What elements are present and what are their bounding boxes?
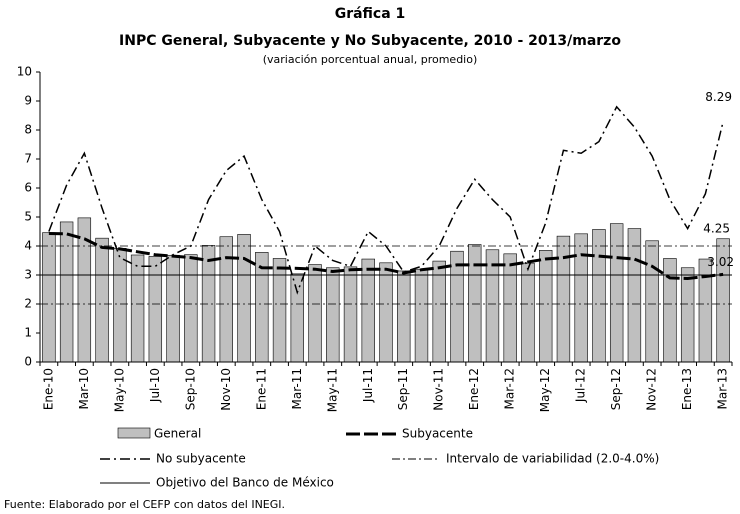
bar [609, 223, 624, 363]
legend-label: Objetivo del Banco de México [156, 476, 334, 490]
bar [148, 256, 163, 363]
y-tick-label: 2 [24, 297, 32, 311]
x-tick-label: Ene-12 [467, 368, 481, 410]
bar [237, 234, 251, 363]
x-tick-label: Jul-12 [574, 368, 588, 403]
x-tick-label: Mar-13 [716, 368, 730, 409]
legend-label: Intervalo de variabilidad (2.0-4.0%) [446, 452, 659, 466]
legend-swatch [117, 427, 151, 439]
x-tick-label: Nov-12 [645, 368, 659, 411]
x-tick-label: Jul-10 [148, 368, 162, 403]
x-tick-label: May-12 [538, 368, 552, 412]
line [48, 105, 724, 295]
line [48, 232, 724, 280]
x-tick-label: Nov-10 [219, 368, 233, 411]
x-tick-label: Nov-11 [432, 368, 446, 411]
bar [95, 237, 109, 363]
bar [556, 235, 571, 363]
legend-label: No subyacente [156, 452, 246, 466]
y-tick-label: 8 [24, 123, 32, 137]
bar [680, 267, 695, 363]
bar [184, 254, 198, 363]
y-tick-label: 3 [24, 268, 32, 282]
bar [663, 258, 677, 363]
bar [379, 262, 393, 363]
bar [166, 254, 180, 363]
x-tick-label: Ene-10 [41, 368, 55, 410]
y-tick-label: 10 [17, 65, 32, 79]
x-tick-label: Mar-10 [77, 368, 91, 409]
bar [627, 228, 642, 363]
legend-label: Subyacente [402, 427, 473, 441]
bar [272, 258, 287, 363]
bar [308, 264, 322, 363]
y-tick-label: 6 [24, 181, 32, 195]
chart-note: (variación porcentual anual, promedio) [263, 53, 478, 66]
bar [290, 273, 304, 363]
bar [130, 254, 145, 363]
bar [645, 240, 659, 363]
x-tick-label: Mar-12 [503, 368, 517, 409]
bar [59, 221, 74, 363]
x-tick-label: May-10 [112, 368, 126, 412]
bar [397, 270, 411, 363]
value-label: 3.02 [707, 255, 734, 269]
y-tick-label: 7 [24, 152, 32, 166]
bar [42, 232, 56, 363]
bar [343, 266, 358, 363]
bar [521, 262, 535, 363]
bar [592, 229, 606, 363]
x-tick-label: Sep-11 [396, 368, 410, 410]
bar [485, 249, 500, 363]
bar [503, 253, 517, 363]
bar [219, 236, 233, 363]
y-tick-label: 5 [24, 210, 32, 224]
x-tick-label: Sep-12 [609, 368, 623, 410]
bar [414, 268, 429, 363]
value-label: 8.29 [705, 90, 732, 104]
bar [432, 260, 446, 363]
x-tick-label: Jul-11 [361, 368, 375, 403]
bar [468, 244, 482, 363]
chart-title: Gráfica 1 [335, 6, 406, 22]
source: Fuente: Elaborado por el CEFP con datos … [4, 498, 285, 511]
x-tick-label: May-11 [325, 368, 339, 412]
legend-label: General [154, 427, 201, 441]
bar [539, 250, 553, 363]
x-tick-label: Mar-11 [290, 368, 304, 409]
bar [361, 258, 375, 363]
y-tick-label: 9 [24, 94, 32, 108]
y-tick-label: 0 [24, 355, 32, 369]
chart-subtitle: INPC General, Subyacente y No Subyacente… [119, 33, 621, 49]
bar [113, 248, 127, 363]
bar [574, 233, 588, 363]
bar [450, 250, 464, 363]
y-tick-label: 4 [24, 239, 32, 253]
value-label: 4.25 [703, 221, 730, 235]
x-tick-label: Ene-11 [254, 368, 268, 410]
y-tick-label: 1 [24, 326, 32, 340]
bar [326, 267, 340, 363]
x-tick-label: Ene-13 [680, 368, 694, 410]
x-tick-label: Sep-10 [183, 368, 197, 410]
